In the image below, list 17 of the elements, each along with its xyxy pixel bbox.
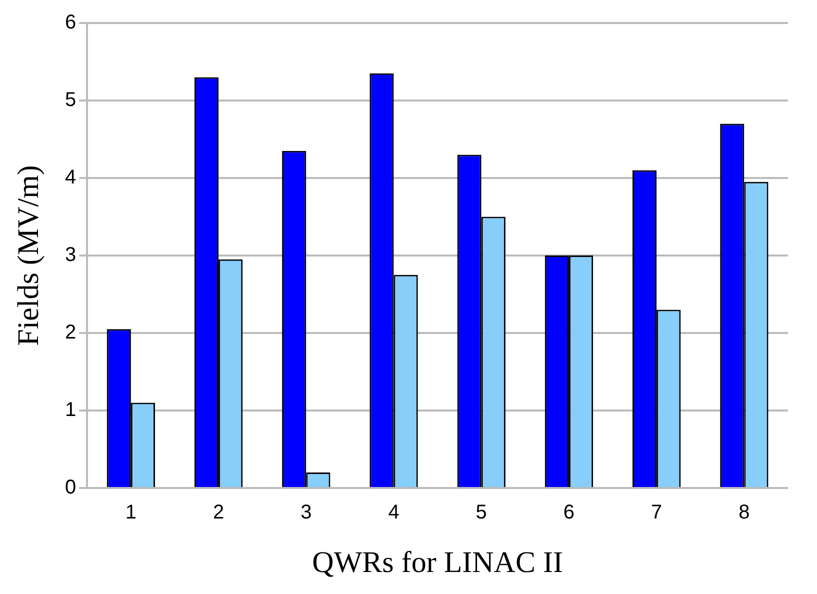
y-tick-label: 6: [65, 12, 76, 34]
y-tick-label: 3: [65, 244, 76, 266]
y-tick-label: 5: [65, 89, 76, 112]
x-tick-label: 5: [476, 502, 487, 524]
y-axis-title: Fields (MV/m): [12, 165, 45, 346]
y-tick-label: 0: [65, 476, 76, 499]
y-tick-label: 4: [65, 166, 76, 189]
x-tick-label: 3: [300, 502, 312, 524]
x-tick-label: 1: [125, 502, 136, 524]
x-tick-label: 2: [212, 502, 224, 524]
y-tick-label: 1: [65, 399, 76, 422]
y-tick-label: 2: [65, 322, 76, 344]
x-tick-label: 7: [651, 502, 662, 524]
x-tick-label: 4: [388, 502, 400, 524]
x-axis-title: QWRs for LINAC II: [312, 546, 563, 579]
x-tick-label: 6: [563, 502, 575, 524]
x-tick-label: 8: [738, 502, 750, 524]
